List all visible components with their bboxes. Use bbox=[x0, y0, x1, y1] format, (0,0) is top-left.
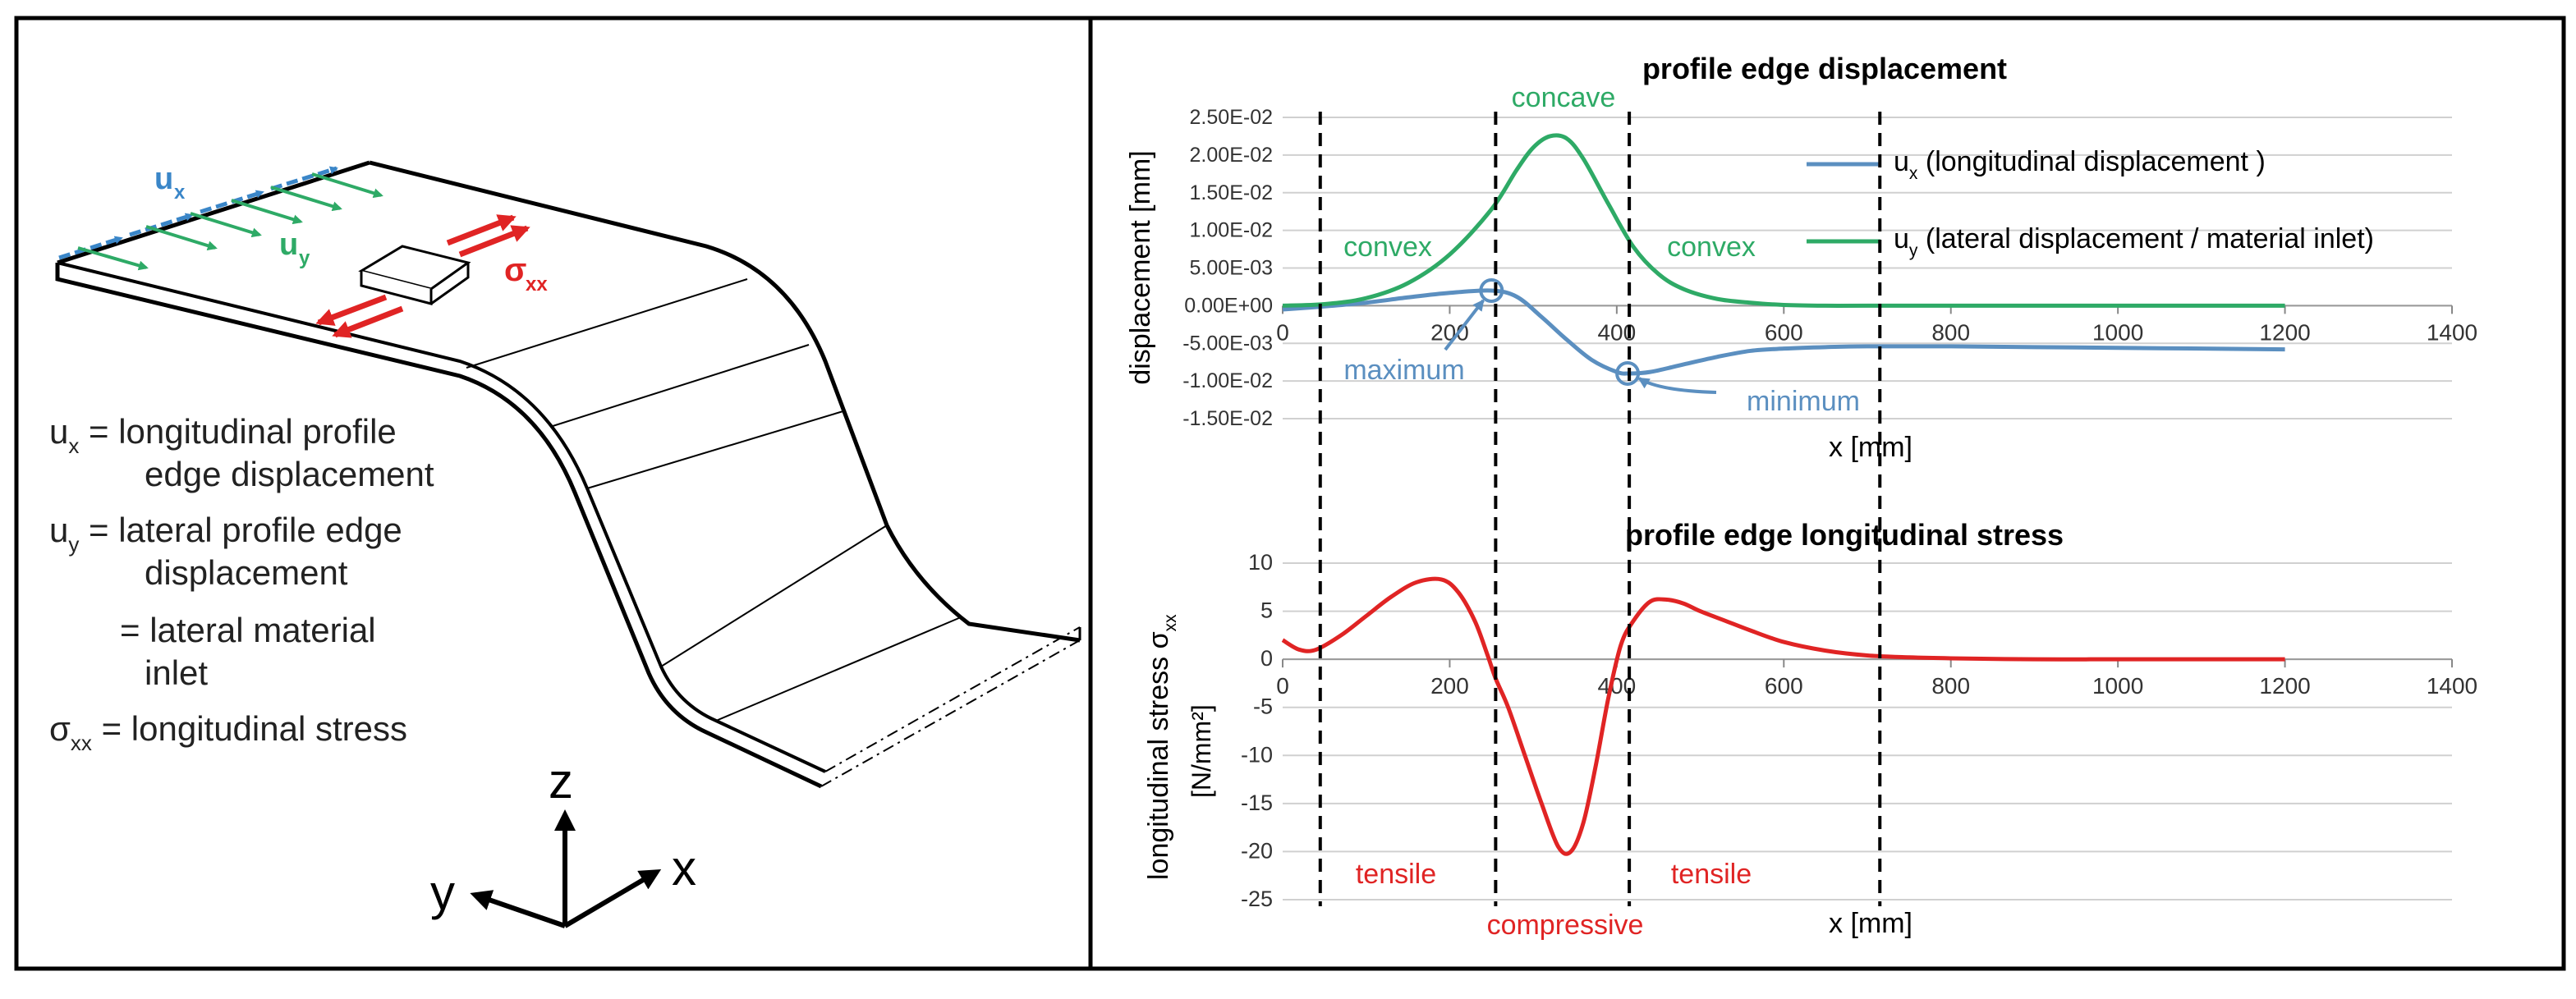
uy-arrows bbox=[77, 172, 383, 271]
y-tick-label: -1.50E-02 bbox=[1182, 407, 1273, 430]
definition-line: inlet bbox=[145, 653, 208, 692]
x-tick-label: 1200 bbox=[2259, 673, 2310, 699]
y-tick-label: -15 bbox=[1241, 790, 1273, 815]
chart-title: profile edge longitudinal stress bbox=[1625, 518, 2064, 552]
y-tick-label: -5 bbox=[1253, 694, 1273, 719]
x-tick-label: 1000 bbox=[2092, 673, 2143, 699]
x-tick-label: 0 bbox=[1276, 319, 1289, 345]
annotation-convex: convex bbox=[1343, 231, 1432, 263]
definition-line: uy = lateral profile edge bbox=[49, 511, 402, 557]
x-tick-label: 1400 bbox=[2427, 673, 2477, 699]
annotation-tensile: tensile bbox=[1671, 859, 1752, 890]
y-tick-label: 5 bbox=[1260, 598, 1273, 623]
y-axis-label: displacement [mm] bbox=[1125, 150, 1156, 384]
svg-text:u: u bbox=[279, 227, 298, 262]
definition-line: edge displacement bbox=[145, 455, 434, 493]
legend-entry-y: uy (lateral displacement / material inle… bbox=[1894, 223, 2374, 260]
ux-arrows bbox=[58, 166, 338, 260]
y-tick-label: 1.50E-02 bbox=[1190, 181, 1273, 204]
x-tick-label: 1000 bbox=[2092, 319, 2143, 345]
x-tick-label: 1200 bbox=[2259, 319, 2310, 345]
y-tick-label: 1.00E-02 bbox=[1190, 219, 1273, 242]
y-tick-label: -1.00E-02 bbox=[1182, 369, 1273, 392]
y-tick-label: 2.00E-02 bbox=[1190, 144, 1273, 167]
minimum-marker bbox=[1615, 360, 1641, 386]
annotation-minimum: minimum bbox=[1747, 386, 1860, 417]
x-tick-label: 600 bbox=[1765, 319, 1803, 345]
coordinate-triad: z y x bbox=[430, 754, 696, 928]
displacement-chart: profile edge displacement -1.50E-02 -1.00E… bbox=[1125, 52, 2477, 463]
profile-schematic bbox=[55, 160, 1081, 789]
definition-line: displacement bbox=[145, 553, 348, 592]
minimum-arrow bbox=[1637, 377, 1717, 394]
sigma-xx-label: σ xx bbox=[504, 252, 548, 296]
y-tick-label: 0 bbox=[1260, 646, 1273, 671]
annotation-convex: convex bbox=[1667, 231, 1756, 263]
left-panel-frame bbox=[14, 16, 1093, 971]
region-markers bbox=[1318, 112, 1882, 906]
annotation-compressive: compressive bbox=[1487, 910, 1644, 941]
svg-text:xx: xx bbox=[526, 273, 548, 296]
x-tick-label: 1400 bbox=[2427, 319, 2477, 345]
ux-label: u x bbox=[154, 162, 186, 204]
x-tick-label: 0 bbox=[1276, 673, 1289, 699]
axis-y-label: y bbox=[430, 865, 455, 920]
x-axis-label: x [mm] bbox=[1829, 432, 1912, 463]
definition-line: σxx = longitudinal stress bbox=[49, 709, 407, 755]
x-tick-label: 800 bbox=[1931, 319, 1970, 345]
x-tick-label: 200 bbox=[1430, 673, 1469, 699]
y-tick-label: 2.50E-02 bbox=[1190, 106, 1273, 129]
y-tick-label: 10 bbox=[1248, 550, 1273, 575]
x-tick-label: 200 bbox=[1430, 319, 1469, 345]
x-tick-label: 800 bbox=[1931, 673, 1970, 699]
svg-text:u: u bbox=[154, 162, 173, 196]
maximum-arrow bbox=[1444, 299, 1485, 351]
chart-title: profile edge displacement bbox=[1642, 52, 2007, 85]
annotation-maximum: maximum bbox=[1343, 355, 1464, 386]
maximum-marker bbox=[1479, 278, 1504, 304]
series-line-x bbox=[1282, 288, 2285, 376]
y-tick-label: -5.00E-03 bbox=[1182, 332, 1273, 355]
annotation-concave: concave bbox=[1512, 82, 1616, 113]
svg-text:σ: σ bbox=[504, 252, 526, 288]
stress-arrows bbox=[315, 214, 530, 338]
definition-line: ux = longitudinal profile bbox=[49, 412, 397, 458]
series-line-stress bbox=[1281, 576, 2285, 856]
svg-text:x: x bbox=[174, 181, 186, 204]
y-tick-label: -10 bbox=[1241, 742, 1273, 767]
stress-chart: profile edge longitudinal stress -25 -20 -1… bbox=[1143, 518, 2477, 941]
y-tick-label: 5.00E-03 bbox=[1190, 257, 1273, 280]
annotation-tensile: tensile bbox=[1356, 859, 1436, 890]
axis-x-label: x bbox=[672, 841, 696, 896]
x-tick-label: 600 bbox=[1765, 673, 1803, 699]
y-tick-label: -20 bbox=[1241, 838, 1273, 863]
uy-label: u y bbox=[279, 227, 310, 269]
y-axis-label: longitudinal stress σxx bbox=[1143, 614, 1180, 880]
legend-entry-x: ux (longitudinal displacement ) bbox=[1894, 146, 2266, 183]
y-tick-label: 0.00E+00 bbox=[1184, 294, 1273, 317]
definition-line: = lateral material bbox=[120, 611, 376, 649]
axis-z-label: z bbox=[549, 754, 573, 809]
x-axis-label: x [mm] bbox=[1829, 908, 1912, 939]
y-tick-label: -25 bbox=[1241, 887, 1273, 911]
svg-text:y: y bbox=[299, 247, 310, 269]
right-panel-frame bbox=[1088, 16, 2566, 971]
y-axis-unit: [N/mm²] bbox=[1187, 704, 1216, 798]
